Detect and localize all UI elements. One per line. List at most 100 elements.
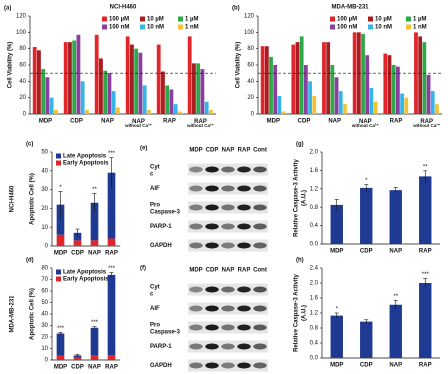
blot-band [205, 204, 219, 211]
y-tick-label: 120 [16, 14, 27, 20]
bar [177, 111, 182, 114]
bar-segment [56, 333, 65, 356]
x-tick-label: RAP [390, 119, 403, 125]
bar [361, 33, 365, 114]
bar [343, 104, 347, 114]
y-tick-label: 30 [41, 187, 48, 193]
y-tick-label: 100 [16, 30, 27, 36]
panel-label: (e) [140, 146, 147, 152]
legend-label: 10 µM [375, 17, 392, 23]
bar [103, 70, 108, 114]
bar-segment [56, 234, 65, 246]
blot-band [189, 286, 203, 293]
bar [37, 50, 41, 114]
bar-segment [107, 274, 116, 356]
blot-band [205, 305, 219, 312]
bar [49, 97, 54, 114]
legend-swatch [368, 16, 373, 22]
legend-label: 100 nM [109, 25, 129, 31]
bar [322, 42, 326, 115]
bar [84, 109, 89, 114]
lane-label: MDP [189, 268, 202, 274]
panel-label: (h) [296, 258, 304, 264]
significance: *** [108, 151, 116, 157]
row-label: AIF [150, 186, 160, 192]
y-tick-label: 80 [19, 46, 26, 52]
row-label: PARP-1 [150, 224, 172, 230]
x-tick-label: CDP [298, 119, 311, 125]
blot-band [237, 242, 251, 249]
significance: ** [393, 294, 398, 300]
bar [273, 65, 278, 114]
y-axis-label: Cell Viability (%) [8, 42, 14, 89]
y-tick-label: 0.4 [310, 341, 319, 347]
panel-label: (b) [232, 6, 240, 12]
blot-band [237, 286, 251, 293]
y-tick-label: 1.6 [310, 296, 319, 302]
legend-label: 100 µM [337, 17, 357, 23]
bar [173, 104, 178, 114]
y-tick-label: 0 [45, 358, 49, 364]
legend-label: 1 nM [413, 25, 427, 31]
blot-band [237, 305, 251, 312]
blot-band [237, 324, 251, 331]
blot-band [189, 185, 203, 192]
bar-segment [90, 202, 99, 241]
bar [426, 74, 431, 114]
bar [387, 55, 392, 114]
y-tick-label: 0.8 [310, 205, 319, 211]
y-axis-label: Apoptotic Cell (%) [30, 173, 36, 225]
x-tick-label: NAP [88, 251, 101, 257]
bar [111, 91, 116, 114]
bar [430, 91, 435, 114]
legend-swatch [102, 16, 107, 22]
lane-label: NAP [222, 148, 235, 154]
panel-label: (a) [4, 6, 11, 12]
blot-band [253, 204, 267, 211]
y-tick-label: 0.8 [310, 326, 319, 332]
bar [115, 107, 120, 114]
x-tick-label: MDP [330, 249, 343, 255]
bar [299, 36, 304, 114]
x-tick-label: RAP [105, 251, 118, 257]
bar [435, 104, 439, 114]
y-tick-label: 0.0 [310, 356, 319, 362]
x-tick-label: RAP without Ca²⁺ [412, 119, 440, 129]
bar [208, 109, 213, 114]
blot-band [221, 242, 235, 249]
legend-label: 1 µM [413, 17, 426, 23]
significance: * [336, 307, 339, 313]
bar [53, 109, 58, 114]
row-label: Cyt c [150, 164, 160, 177]
y-tick-label: 60 [247, 63, 254, 69]
lane-label: Cont [253, 148, 267, 154]
x-tick-label: RAP [163, 119, 176, 125]
bar-segment [56, 204, 65, 235]
bar [383, 53, 388, 114]
bar [304, 65, 308, 114]
blot-band [189, 362, 203, 369]
x-tick-label: MDP [54, 251, 67, 257]
lane-label: CDP [206, 148, 219, 154]
y-tick-label: 2.4 [310, 266, 319, 272]
lane-label: RAP [238, 148, 251, 154]
y-tick-label: 70 [41, 277, 48, 283]
y-axis-label: Relative Caspase-3 Activity [294, 158, 300, 236]
y-tick-label: 0 [251, 112, 255, 118]
x-tick-label: MDP [330, 363, 343, 369]
legend-label: Late Apoptosis [63, 154, 107, 160]
bar-segment [90, 327, 99, 356]
bar [192, 63, 196, 114]
bar [326, 42, 331, 115]
bar-segment [107, 172, 116, 239]
bar [400, 93, 404, 114]
bar [134, 48, 139, 114]
legend-label: 1 nM [185, 25, 199, 31]
row-label: Pro Caspase-3 [150, 322, 181, 335]
bar [125, 36, 130, 114]
legend-swatch [56, 160, 61, 166]
x-tick-label: RAP [105, 365, 118, 371]
bar [264, 46, 269, 114]
x-tick-label: NAP [389, 249, 402, 255]
